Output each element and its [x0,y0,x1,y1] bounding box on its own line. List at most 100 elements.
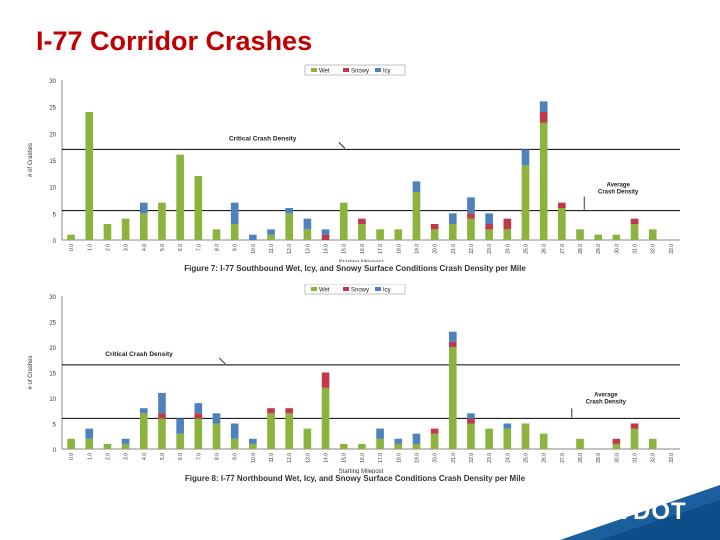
bar-snowy [630,218,639,224]
bar-icy [448,331,457,342]
slide-title: I-77 Corridor Crashes [36,26,313,56]
legend-swatch-snowy [343,68,349,72]
bar-wet [612,443,621,449]
bar-wet [467,423,475,449]
x-tick-label: 2.0 [105,244,111,251]
bar-wet [121,218,130,240]
x-axis-label: Starting Milepost [339,469,384,474]
bar-wet [194,418,203,449]
y-tick-label: 30 [49,295,56,301]
x-tick-label: 14.0 [324,453,330,463]
critical-density-arrow [218,357,226,365]
y-tick-label: 25 [49,321,56,327]
x-tick-label: 29.0 [596,244,602,254]
bar-snowy [430,428,439,434]
bar-wet [376,229,384,240]
x-tick-label: 32.0 [651,453,657,463]
bar-snowy [285,408,294,414]
bar-wet [67,438,75,449]
bar-wet [412,443,421,449]
x-tick-label: 20.0 [433,244,439,254]
bar-wet [630,428,639,449]
bar-wet [212,229,221,240]
x-tick-label: 30.0 [614,453,620,463]
y-tick-label: 15 [49,372,56,378]
legend-label-snowy: Snowy [351,69,369,75]
northbound-chart: 0 5 10 15 20 25 30 # of Crashes Critical Crash D… [20,284,690,484]
bar-snowy [630,423,639,429]
bar-icy [412,181,421,192]
bar-icy [230,423,239,439]
y-tick-label: 5 [53,212,57,218]
bar-snowy [503,218,512,230]
x-axis-label: Starting Milepost [339,260,384,262]
bar-wet [594,234,603,240]
bar-wet [194,176,203,240]
x-tick-label: 19.0 [414,453,420,463]
bar-icy [121,438,130,444]
vdot-logo: VDOT [616,498,687,525]
average-density-label-line1: Average [594,392,618,398]
bar-icy [394,438,403,444]
bar-icy [139,202,148,214]
bar-wet [139,413,148,449]
y-tick-label: 10 [49,186,56,192]
bar-icy [503,423,512,429]
x-tick-label: 29.0 [596,453,602,463]
x-tick-label: 28.0 [578,244,584,254]
bar-wet [321,387,330,449]
bar-wet [539,122,548,240]
x-tick-label: 33.0 [669,244,675,254]
southbound-caption: Figure 7: I-77 Southbound Wet, Icy, and … [184,264,526,273]
bar-wet [448,224,457,240]
x-tick-label: 12.0 [287,244,293,254]
x-tick-label: 3.0 [124,244,130,251]
x-tick-label: 10.0 [251,453,257,463]
critical-density-label: Critical Crash Density [105,351,173,358]
bar-wet [358,224,366,240]
bar-icy [176,418,184,434]
y-tick-label: 15 [49,159,56,165]
x-tick-label: 6.0 [178,453,184,460]
y-tick-label: 20 [49,346,56,352]
bar-wet [303,229,312,240]
bar-wet [430,229,439,240]
legend-label-wet: Wet [319,69,330,75]
bar-icy [321,229,330,235]
x-tick-label: 11.0 [269,453,275,463]
bar-icy [376,428,384,439]
legend-swatch-icy [375,68,381,72]
x-tick-label: 1.0 [87,453,93,460]
bar-wet [648,438,657,449]
bar-icy [158,392,166,414]
bar-wet [67,234,75,240]
x-tick-label: 24.0 [505,244,511,254]
x-tick-label: 6.0 [178,244,184,251]
bar-wet [539,433,548,449]
y-tick-label: 0 [53,448,57,454]
x-tick-label: 26.0 [542,244,548,254]
average-density-label-line2: Crash Density [598,190,639,196]
x-tick-label: 16.0 [360,244,366,254]
x-tick-label: 0.0 [69,453,75,460]
bar-icy [485,213,493,224]
x-tick-label: 1.0 [87,244,93,251]
y-tick-label: 30 [49,79,56,85]
bar-wet [103,224,112,240]
x-tick-label: 31.0 [633,453,639,463]
bar-snowy [467,418,475,424]
bar-snowy [430,224,439,230]
bar-wet [485,428,493,449]
legend-box [304,284,406,295]
bar-wet [103,443,112,449]
bar-snowy [194,413,203,419]
bar-wet [285,213,294,240]
southbound-chart-svg: 0 5 10 15 20 25 30 # of Crashes Critical Crash D… [28,64,680,262]
bar-wet [85,112,94,240]
x-tick-label: 8.0 [215,244,221,251]
bar-wet [648,229,657,240]
x-tick-label: 23.0 [487,453,493,463]
y-tick-label: 0 [53,239,57,245]
x-tick-label: 18.0 [396,453,402,463]
y-tick-label: 10 [49,397,56,403]
